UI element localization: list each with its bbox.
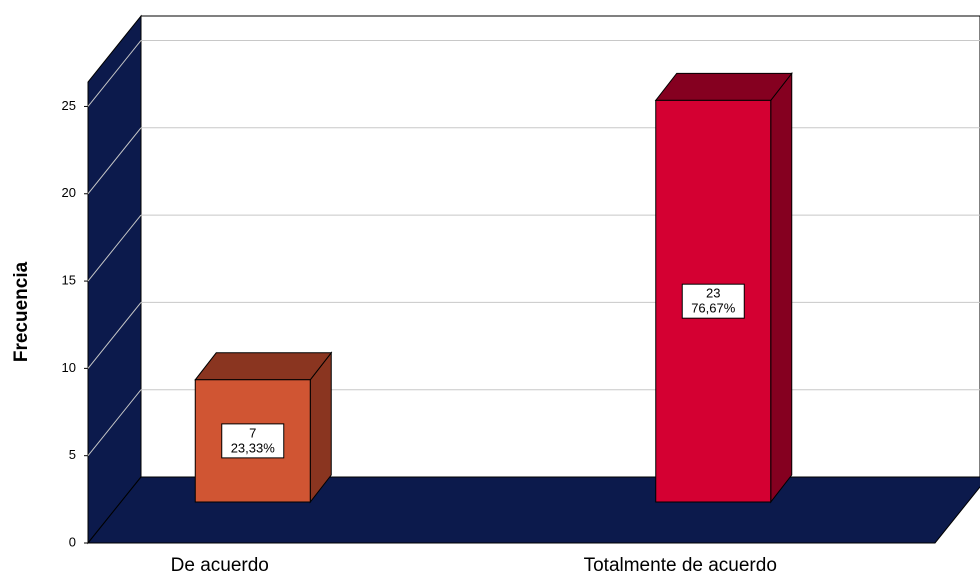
y-axis-title: Frecuencia [11,261,32,362]
data-label: 23 [706,286,720,301]
bar-side [770,71,793,504]
data-label: 23,33% [231,440,276,455]
y-tick-label: 15 [62,273,76,288]
bar [654,71,793,504]
x-tick-label: De acuerdo [171,555,269,576]
y-tick-label: 25 [62,98,76,113]
grid-line [87,127,142,195]
y-tick-label: 5 [69,447,76,462]
bar [194,351,333,504]
x-tick-label: Totalmente de acuerdo [584,555,777,576]
data-label: 7 [249,425,256,440]
y-tick-label: 20 [62,185,76,200]
bar-top [654,72,793,101]
left-wall [87,14,142,545]
y-tick-label: 0 [69,534,76,549]
grid-line [87,302,142,369]
grid-line [87,40,142,107]
bar-top [194,352,333,381]
data-label: 76,67% [691,301,736,316]
y-tick-label: 10 [62,360,76,375]
grid-line [87,214,142,282]
grid-line [87,389,142,457]
data-label-box [681,283,745,319]
data-label-box [221,423,285,459]
